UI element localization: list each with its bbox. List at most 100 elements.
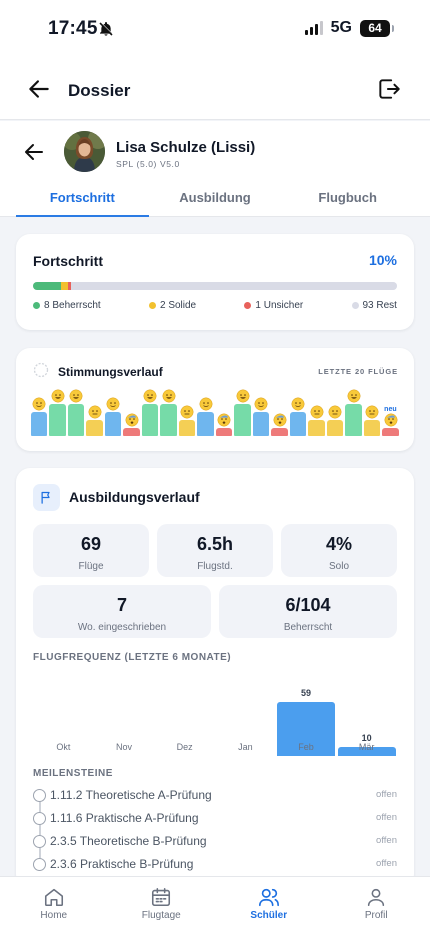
mood-bar — [271, 428, 288, 436]
tab-flugbuch[interactable]: Flugbuch — [318, 190, 377, 205]
milestone-item[interactable]: 2.3.6 Praktische B-Prüfung offen — [33, 855, 397, 875]
users-icon — [258, 888, 279, 907]
milestone-circle-icon — [33, 858, 46, 871]
avatar — [64, 131, 105, 172]
milestone-item[interactable]: 1.11.6 Praktische A-Prüfung offen — [33, 809, 397, 835]
frequency-month-label: Okt — [56, 742, 71, 752]
emoji-calm-icon — [32, 397, 46, 411]
frequency-bar-label: 59 — [300, 688, 311, 698]
back-arrow-icon[interactable] — [26, 76, 52, 102]
status-time: 17:45 — [48, 18, 98, 39]
page-title: Dossier — [68, 81, 131, 100]
milestone-status: offen — [376, 812, 397, 823]
milestone-item[interactable]: 2.3.5 Theoretische B-Prüfung offen — [33, 832, 397, 858]
milestone-status: offen — [376, 789, 397, 800]
progress-title: Fortschritt — [33, 253, 103, 269]
frequency-bar-label: 10 — [361, 732, 372, 743]
mood-flight — [30, 382, 48, 436]
flag-icon — [33, 484, 60, 511]
frequency-title: FLUGFREQUENZ (LETZTE 6 MONATE) — [33, 652, 232, 663]
mood-flight — [289, 382, 307, 436]
battery-icon: 64 — [360, 19, 394, 37]
emoji-calm-icon — [106, 397, 120, 411]
emoji-neutral-icon — [365, 405, 379, 419]
emoji-bad-icon — [273, 413, 286, 427]
legend-solide: 2 Solide — [148, 300, 196, 311]
emoji-bad-icon — [217, 413, 231, 427]
mood-card[interactable]: Stimmungsverlauf LETZTE 20 FLÜGE neu — [16, 348, 414, 451]
student-name: Lisa Schulze (Lissi) — [116, 139, 256, 156]
progress-segment-rest — [71, 282, 397, 290]
student-header: Lisa Schulze (Lissi) SPL (5.0) V5.0 Fort… — [0, 121, 430, 217]
mood-flight — [123, 382, 140, 436]
milestone-item[interactable]: 1.11.2 Theoretische A-Prüfung offen — [33, 786, 397, 812]
emoji-good-icon — [236, 389, 249, 403]
mood-subtitle: LETZTE 20 FLÜGE — [318, 367, 398, 376]
mood-flight — [234, 382, 251, 436]
mood-bar — [326, 420, 344, 436]
mood-flight — [86, 382, 103, 436]
frequency-month-label: Jan — [238, 742, 253, 752]
milestone-circle-icon — [33, 835, 46, 848]
frequency-bar — [277, 702, 335, 756]
progress-segment-beherrscht — [33, 282, 61, 290]
user-icon — [368, 888, 385, 907]
logout-icon[interactable] — [376, 76, 402, 102]
milestone-connector — [39, 825, 41, 835]
milestones-title: MEILENSTEINE — [33, 768, 113, 779]
stat-wochen: 7 Wo. eingeschrieben — [33, 585, 211, 638]
training-card: Ausbildungsverlauf 69 Flüge 6.5h Flugstd. … — [16, 468, 414, 888]
network-type: 5G — [330, 19, 352, 36]
student-license: SPL (5.0) V5.0 — [116, 159, 180, 169]
milestone-connector — [39, 848, 41, 858]
emoji-good-icon — [51, 389, 64, 403]
mood-flight — [67, 382, 85, 436]
mood-bar — [178, 420, 196, 436]
nav-flugtage[interactable]: Flugtage — [108, 877, 216, 932]
milestone-label: 1.11.6 Praktische A-Prüfung — [50, 811, 199, 825]
milestone-circle-icon — [33, 812, 46, 825]
emoji-good-icon — [143, 389, 157, 403]
tab-bar: Fortschritt Ausbildung Flugbuch — [16, 177, 414, 217]
mood-flight — [363, 382, 381, 436]
mood-title: Stimmungsverlauf — [58, 365, 163, 379]
frequency-month-label: Dez — [176, 742, 193, 752]
mood-bar — [30, 412, 48, 436]
tab-fortschritt[interactable]: Fortschritt — [16, 177, 149, 217]
mood-bar — [197, 412, 214, 436]
stat-fluege: 69 Flüge — [33, 524, 149, 577]
emoji-neutral-icon — [88, 405, 101, 419]
mood-bar — [86, 420, 103, 436]
nav-home[interactable]: Home — [0, 877, 108, 932]
nav-schueler[interactable]: Schüler — [215, 877, 323, 932]
legend-rest: 93 Rest — [351, 300, 397, 311]
milestone-label: 2.3.6 Praktische B-Prüfung — [50, 857, 194, 871]
progress-legend: 8 Beherrscht 2 Solide 1 Unsicher 93 Rest — [33, 300, 397, 311]
emoji-good-icon — [162, 389, 175, 403]
emoji-neutral-icon — [180, 405, 194, 419]
tab-ausbildung[interactable]: Ausbildung — [179, 190, 251, 205]
frequency-month-label: Mär — [358, 742, 375, 752]
calendar-icon — [152, 887, 171, 907]
emoji-good-icon — [347, 389, 360, 403]
mood-bar — [67, 404, 85, 436]
stat-beherrscht: 6/104 Beherrscht — [219, 585, 397, 638]
home-icon — [44, 888, 63, 907]
mood-flight — [345, 382, 362, 436]
emoji-calm-icon — [254, 397, 268, 411]
emoji-neutral-icon — [328, 405, 342, 419]
stat-flugstunden: 6.5h Flugstd. — [157, 524, 273, 577]
mood-bar — [160, 404, 177, 436]
mood-flight — [141, 382, 159, 436]
milestone-label: 1.11.2 Theoretische A-Prüfung — [50, 788, 212, 802]
legend-unsicher: 1 Unsicher — [244, 300, 303, 311]
back-arrow-icon[interactable] — [22, 140, 46, 164]
mood-flight — [160, 382, 177, 436]
nav-profil[interactable]: Profil — [323, 877, 430, 932]
battery-level: 64 — [368, 21, 382, 35]
mood-bar — [215, 428, 233, 436]
frequency-chart: 59 10 — [33, 672, 397, 756]
bell-off-icon — [99, 22, 113, 36]
mood-flight — [252, 382, 270, 436]
mood-flight — [104, 382, 122, 436]
